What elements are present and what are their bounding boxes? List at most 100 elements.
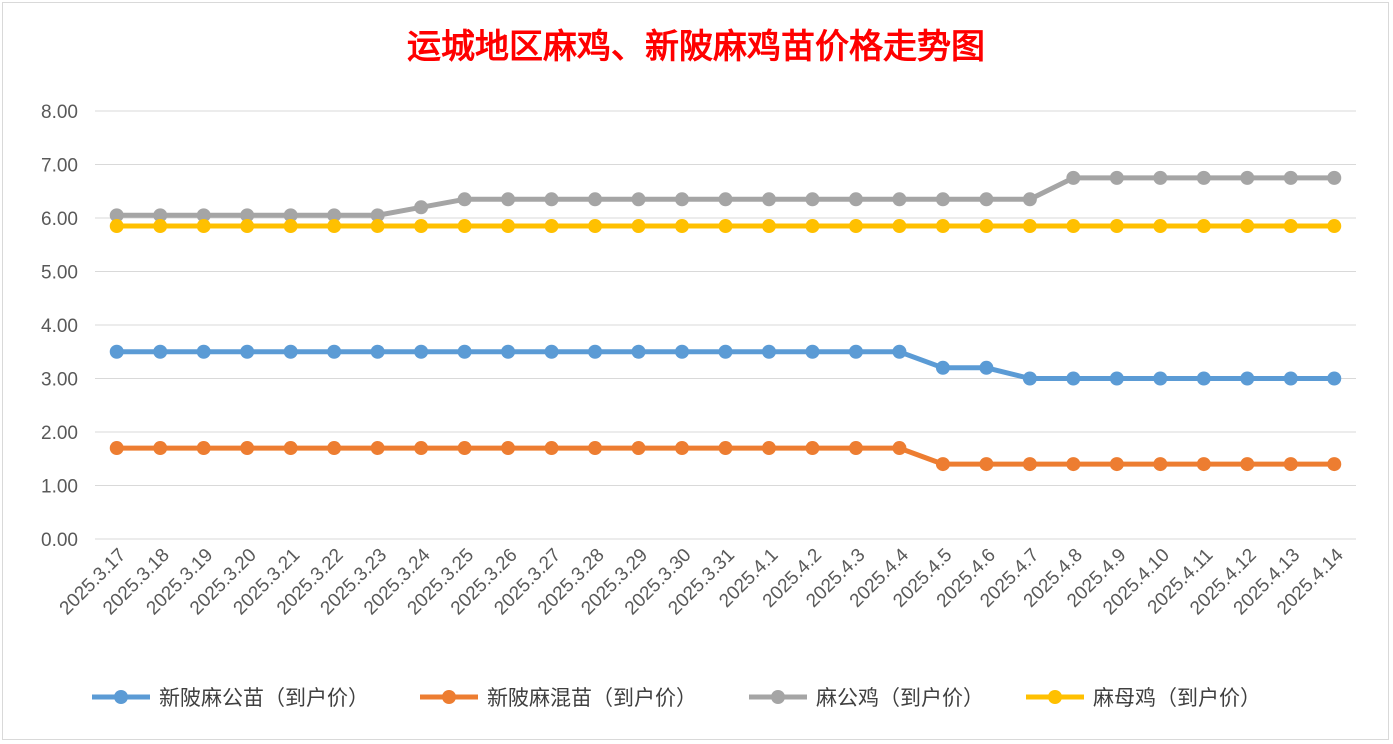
data-point xyxy=(1327,371,1342,386)
data-point xyxy=(1283,219,1298,234)
data-point xyxy=(153,344,168,359)
data-point xyxy=(761,344,776,359)
data-point xyxy=(544,192,559,207)
data-point xyxy=(935,219,950,234)
data-point xyxy=(979,219,994,234)
data-point xyxy=(979,192,994,207)
y-tick-label: 0.00 xyxy=(41,530,78,551)
data-point xyxy=(1196,170,1211,185)
data-point xyxy=(718,441,733,456)
data-point xyxy=(1066,371,1081,386)
data-point xyxy=(1327,170,1342,185)
y-axis-tick-labels: 0.00 1.00 2.00 3.00 4.00 5.00 6.00 7.00 8.00 xyxy=(41,102,78,551)
data-point xyxy=(805,219,820,234)
legend-label: 麻母鸡（到户价） xyxy=(1093,686,1261,710)
data-point xyxy=(892,344,907,359)
data-point xyxy=(588,219,603,234)
data-point xyxy=(1196,219,1211,234)
series-4 xyxy=(109,219,1342,234)
data-point xyxy=(327,219,342,234)
data-point xyxy=(1240,457,1255,472)
data-point xyxy=(1283,371,1298,386)
data-point xyxy=(240,208,255,223)
legend-label: 麻公鸡（到户价） xyxy=(816,686,984,710)
x-axis-tick-labels: 2025.3.172025.3.182025.3.192025.3.202025… xyxy=(56,544,1348,619)
data-point xyxy=(631,344,646,359)
data-point xyxy=(718,219,733,234)
data-point xyxy=(109,441,124,456)
data-point xyxy=(631,441,646,456)
y-tick-label: 6.00 xyxy=(41,209,78,230)
data-point xyxy=(370,208,385,223)
data-point xyxy=(631,219,646,234)
data-point xyxy=(283,441,298,456)
data-point xyxy=(588,441,603,456)
legend: 新陂麻公苗（到户价） 新陂麻混苗（到户价） 麻公鸡（到户价） 麻母鸡（到户价） xyxy=(92,686,1261,710)
y-tick-label: 8.00 xyxy=(41,102,78,123)
data-point xyxy=(718,192,733,207)
data-point xyxy=(1022,219,1037,234)
data-point xyxy=(1327,219,1342,234)
data-point xyxy=(805,441,820,456)
data-point xyxy=(675,219,690,234)
data-point xyxy=(1240,219,1255,234)
data-point xyxy=(240,441,255,456)
data-point xyxy=(675,441,690,456)
chart-title: 运城地区麻鸡、新陂麻鸡苗价格走势图 xyxy=(407,27,985,67)
data-point xyxy=(196,208,211,223)
data-point xyxy=(153,219,168,234)
data-point xyxy=(544,441,559,456)
series-lines xyxy=(109,170,1342,472)
data-point xyxy=(370,219,385,234)
data-point xyxy=(848,441,863,456)
series-1 xyxy=(109,344,1342,386)
legend-label: 新陂麻公苗（到户价） xyxy=(159,686,369,710)
data-point xyxy=(805,344,820,359)
data-point xyxy=(414,219,429,234)
data-point xyxy=(457,344,472,359)
data-point xyxy=(1196,457,1211,472)
y-tick-label: 7.00 xyxy=(41,156,78,177)
y-tick-label: 3.00 xyxy=(41,370,78,391)
data-point xyxy=(892,219,907,234)
data-point xyxy=(1240,170,1255,185)
data-point xyxy=(892,192,907,207)
data-point xyxy=(805,192,820,207)
data-point xyxy=(1022,192,1037,207)
data-point xyxy=(761,192,776,207)
data-point xyxy=(196,344,211,359)
data-point xyxy=(153,441,168,456)
data-point xyxy=(1283,170,1298,185)
data-point xyxy=(109,208,124,223)
data-point xyxy=(1153,371,1168,386)
data-point xyxy=(544,344,559,359)
data-point xyxy=(414,200,429,215)
data-point xyxy=(109,219,124,234)
data-point xyxy=(457,441,472,456)
y-tick-label: 1.00 xyxy=(41,477,78,498)
data-point xyxy=(1153,457,1168,472)
data-point xyxy=(196,441,211,456)
series-3 xyxy=(109,170,1342,223)
data-point xyxy=(501,441,516,456)
legend-item: 麻公鸡（到户价） xyxy=(749,686,984,710)
data-point xyxy=(1283,457,1298,472)
data-point xyxy=(283,219,298,234)
data-point xyxy=(414,344,429,359)
data-point xyxy=(544,219,559,234)
legend-marker xyxy=(1048,690,1062,704)
y-tick-label: 4.00 xyxy=(41,316,78,337)
data-point xyxy=(1022,457,1037,472)
data-point xyxy=(1240,371,1255,386)
data-point xyxy=(240,344,255,359)
legend-item: 麻母鸡（到户价） xyxy=(1026,686,1261,710)
data-point xyxy=(457,219,472,234)
data-point xyxy=(153,208,168,223)
data-point xyxy=(1022,371,1037,386)
data-point xyxy=(935,457,950,472)
data-point xyxy=(109,344,124,359)
data-point xyxy=(848,219,863,234)
data-point xyxy=(979,457,994,472)
y-tick-label: 2.00 xyxy=(41,423,78,444)
